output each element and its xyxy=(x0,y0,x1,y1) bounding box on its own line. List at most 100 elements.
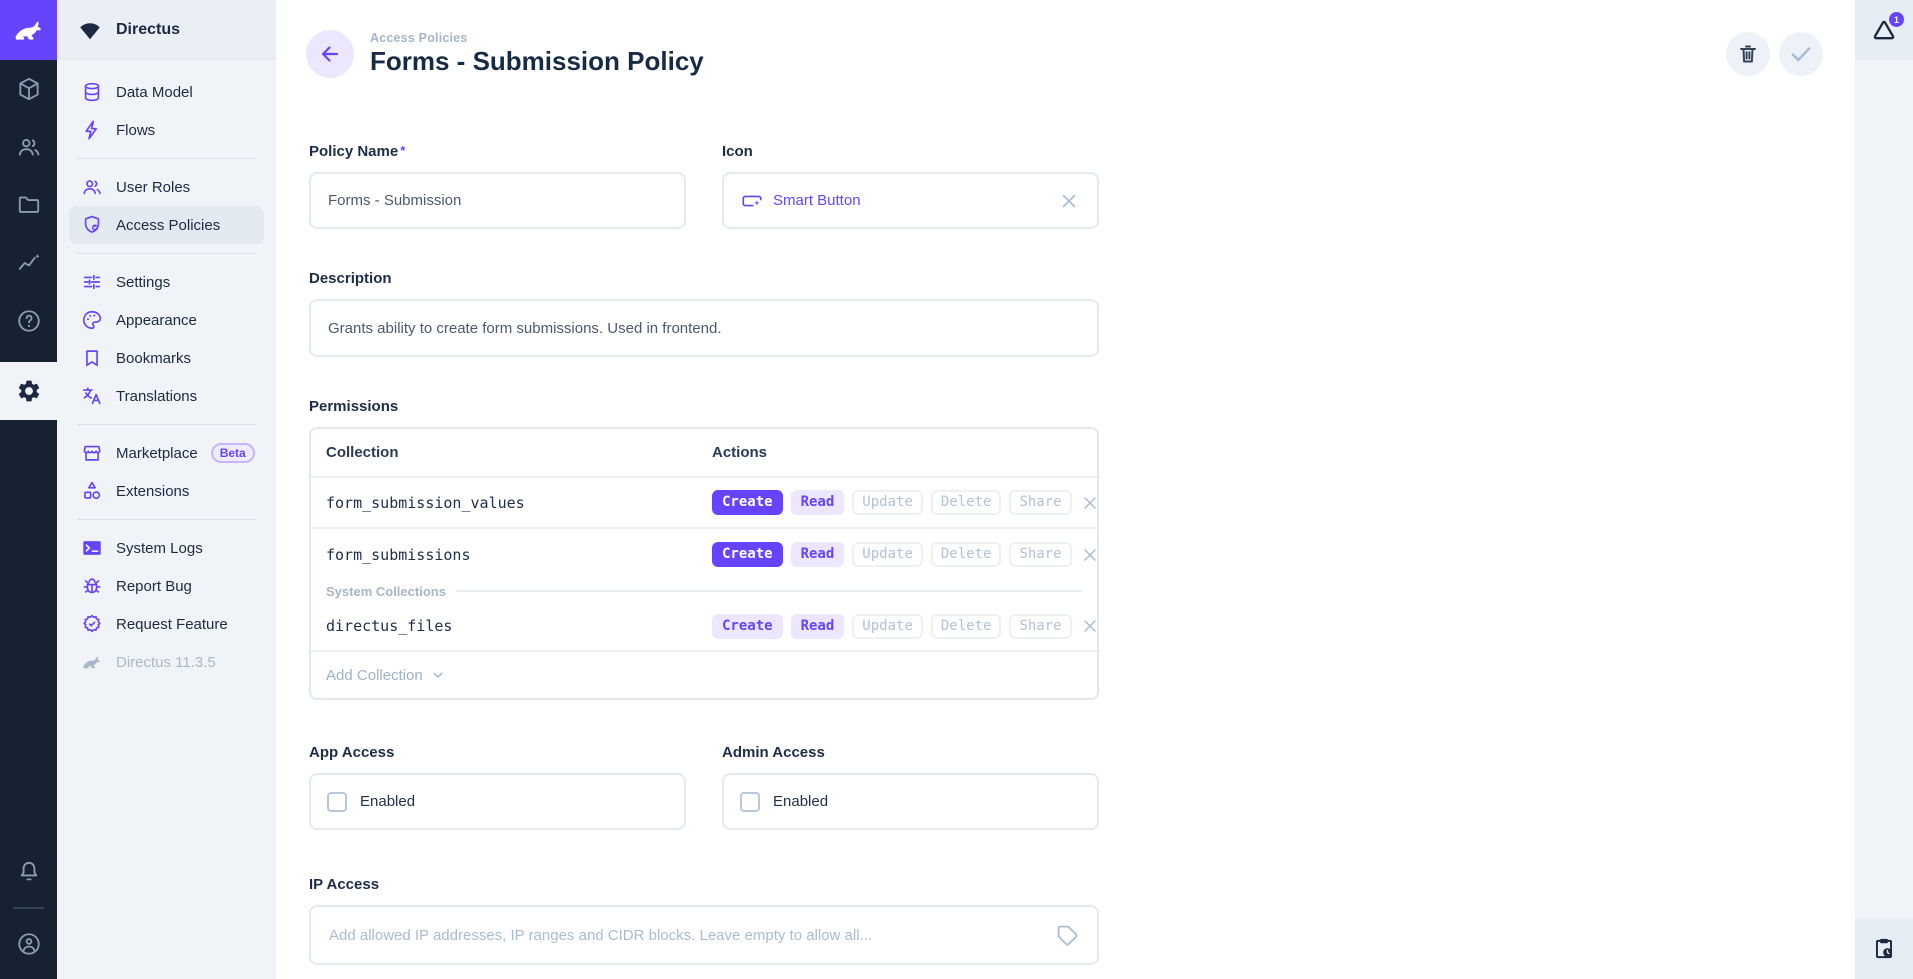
remove-row-x[interactable] xyxy=(1080,493,1097,513)
clear-icon-x[interactable] xyxy=(1058,190,1080,212)
revisions-panel-button[interactable] xyxy=(1855,919,1913,979)
description-field-group: Description xyxy=(309,270,1099,357)
nav-divider xyxy=(77,253,256,254)
palette-icon xyxy=(80,309,103,332)
admin-access-toggle[interactable]: Enabled xyxy=(722,773,1099,830)
sidebar-item-report-bug[interactable]: Report Bug xyxy=(69,567,264,605)
description-input-box xyxy=(309,299,1099,357)
sidebar-item-settings[interactable]: Settings xyxy=(69,263,264,301)
sidebar-item-marketplace[interactable]: Marketplace Beta xyxy=(69,434,264,472)
project-switcher[interactable]: Directus xyxy=(57,0,276,60)
module-bar xyxy=(0,0,57,979)
right-sidebar: 1 xyxy=(1855,0,1913,979)
sidebar-item-user-roles[interactable]: User Roles xyxy=(69,168,264,206)
save-button[interactable] xyxy=(1779,32,1823,76)
permissions-label: Permissions xyxy=(309,398,399,415)
header-actions xyxy=(1726,32,1823,76)
actions-cell: Create Read Update Delete Share xyxy=(712,613,1097,639)
sidebar-item-flows[interactable]: Flows xyxy=(69,111,264,149)
action-badge-read[interactable]: Read xyxy=(790,490,845,515)
app-access-checkbox[interactable] xyxy=(327,791,347,812)
action-badge-delete[interactable]: Delete xyxy=(930,542,1002,567)
description-label: Description xyxy=(309,270,392,287)
account-button[interactable] xyxy=(0,915,57,973)
action-badge-delete[interactable]: Delete xyxy=(930,490,1002,515)
nav-list: Data Model Flows User Roles xyxy=(57,60,276,681)
sidebar-item-translations[interactable]: Translations xyxy=(69,377,264,415)
app-access-toggle[interactable]: Enabled xyxy=(309,773,686,830)
icon-field-group: Icon Smart Button xyxy=(722,143,1099,229)
add-collection-button[interactable]: Add Collection xyxy=(311,650,1097,698)
folder-icon xyxy=(16,192,42,218)
policy-name-input[interactable] xyxy=(328,192,667,209)
sidebar-item-request-feature[interactable]: Request Feature xyxy=(69,605,264,643)
sidebar-item-label: Report Bug xyxy=(116,577,192,595)
description-input[interactable] xyxy=(328,319,1080,337)
ip-access-input-box xyxy=(309,905,1099,965)
project-logo-icon xyxy=(77,17,103,43)
module-files-button[interactable] xyxy=(0,176,57,234)
action-badge-create[interactable]: Create xyxy=(712,613,783,639)
action-badge-create[interactable]: Create xyxy=(712,490,783,515)
action-badge-share[interactable]: Share xyxy=(1009,490,1072,515)
module-bar-divider xyxy=(13,907,44,909)
action-badge-share[interactable]: Share xyxy=(1009,542,1072,567)
sidebar-item-access-policies[interactable]: Access Policies xyxy=(69,206,264,244)
remove-row-x[interactable] xyxy=(1080,616,1097,636)
sidebar-item-label: Translations xyxy=(116,387,198,405)
module-help-button[interactable] xyxy=(0,292,57,350)
trash-icon xyxy=(1736,42,1760,66)
action-badge-update[interactable]: Update xyxy=(852,542,923,567)
sidebar-item-label: Extensions xyxy=(116,482,190,500)
permission-row: form_submission_values Create Read Update D… xyxy=(311,478,1097,529)
notifications-tray-button[interactable]: 1 xyxy=(1855,0,1913,60)
breadcrumb[interactable]: Access Policies xyxy=(370,31,468,45)
icon-value[interactable]: Smart Button xyxy=(741,190,1058,212)
notifications-button[interactable] xyxy=(0,843,57,901)
sidebar-item-label: Access Policies xyxy=(116,216,221,234)
sidebar-item-data-model[interactable]: Data Model xyxy=(69,73,264,111)
action-badges: Create Read Update Delete Share xyxy=(712,542,1072,567)
back-button[interactable] xyxy=(306,30,354,78)
action-badge-read[interactable]: Read xyxy=(790,613,845,639)
sidebar-item-appearance[interactable]: Appearance xyxy=(69,301,264,339)
sidebar-item-extensions[interactable]: Extensions xyxy=(69,472,264,510)
collection-name: directus_files xyxy=(326,617,453,635)
module-content-button[interactable] xyxy=(0,60,57,118)
remove-row-x[interactable] xyxy=(1080,545,1097,565)
directus-logo-button[interactable] xyxy=(0,0,57,60)
ip-access-input[interactable] xyxy=(329,926,1043,944)
bookmark-icon xyxy=(80,347,103,370)
permissions-table: Collection Actions form_submission_value… xyxy=(309,427,1099,700)
module-users-button[interactable] xyxy=(0,118,57,176)
action-badge-update[interactable]: Update xyxy=(852,613,923,639)
permission-row: directus_files Create Read Update Delete Sha… xyxy=(311,602,1097,650)
nav-divider xyxy=(77,158,256,159)
delete-button[interactable] xyxy=(1726,32,1770,76)
action-badge-delete[interactable]: Delete xyxy=(930,613,1002,639)
icon-label: Icon xyxy=(722,143,753,160)
action-badge-read[interactable]: Read xyxy=(790,542,845,567)
module-settings-button[interactable] xyxy=(0,362,57,420)
shield-badge-icon xyxy=(80,214,103,237)
action-badge-update[interactable]: Update xyxy=(852,490,923,515)
collection-name: form_submission_values xyxy=(326,493,525,512)
sidebar-item-bookmarks[interactable]: Bookmarks xyxy=(69,339,264,377)
sidebar-item-label: User Roles xyxy=(116,178,191,196)
action-badge-create[interactable]: Create xyxy=(712,542,783,567)
tag-icon[interactable] xyxy=(1055,923,1079,947)
page-header: Access Policies Forms - Submission Polic… xyxy=(276,0,1855,78)
required-asterisk: * xyxy=(400,143,406,158)
system-collections-divider: System Collections xyxy=(311,580,1097,602)
sidebar-item-version: Directus 11.3.5 xyxy=(69,643,264,681)
database-icon xyxy=(80,81,103,104)
sidebar-item-system-logs[interactable]: System Logs xyxy=(69,529,264,567)
module-insights-button[interactable] xyxy=(0,234,57,292)
system-collections-label: System Collections xyxy=(326,583,446,599)
policy-name-field-group: Policy Name * xyxy=(309,143,686,229)
action-badge-share[interactable]: Share xyxy=(1009,613,1072,639)
permissions-table-header: Collection Actions xyxy=(311,429,1097,478)
policy-name-input-box xyxy=(309,172,686,229)
admin-access-checkbox[interactable] xyxy=(740,791,760,812)
nav-divider xyxy=(77,424,256,425)
